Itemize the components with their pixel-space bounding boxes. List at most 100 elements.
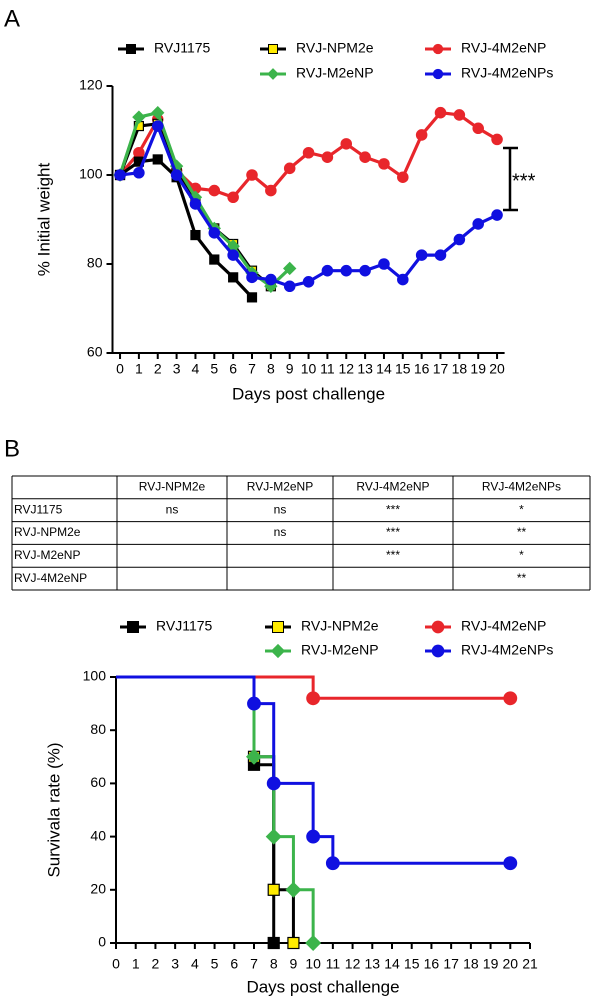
x-tick-label: 5 [210, 361, 218, 377]
table-cell: *** [386, 502, 400, 516]
x-tick-label: 20 [489, 361, 505, 377]
legend-marker [431, 644, 445, 658]
x-tick-label: 15 [395, 361, 411, 377]
table-cell: ns [274, 525, 287, 539]
legend-marker [431, 620, 445, 634]
x-axis-title: Days post challenge [232, 384, 385, 403]
y-tick-label: 40 [90, 827, 106, 843]
series [116, 675, 322, 951]
marker [208, 227, 221, 239]
column-header: RVJ-4M2eNP [356, 480, 429, 494]
marker [265, 828, 282, 845]
y-tick-label: 20 [90, 881, 106, 897]
x-tick-label: 18 [463, 956, 479, 972]
x-tick-label: 14 [384, 956, 400, 972]
row-header: RVJ-4M2eNP [14, 571, 87, 585]
x-tick-label: 16 [414, 361, 430, 377]
x-tick-label: 11 [326, 956, 341, 972]
marker [151, 120, 164, 132]
y-tick-label: 80 [90, 721, 106, 737]
marker [434, 106, 447, 119]
legend-label: RVJ-NPM2e [296, 40, 374, 56]
marker [378, 258, 390, 270]
marker [472, 122, 484, 135]
legend-label: RVJ1175 [154, 40, 211, 56]
row-header: RVJ1175 [14, 502, 63, 516]
x-tick-label: 17 [443, 956, 459, 972]
legend-label: RVJ-M2eNP [301, 642, 379, 658]
marker [246, 292, 258, 303]
series [116, 675, 518, 706]
x-tick-label: 7 [248, 361, 256, 377]
marker [325, 856, 340, 871]
marker [133, 146, 145, 159]
marker [397, 273, 409, 286]
legend-marker [432, 43, 444, 55]
marker [266, 776, 281, 791]
series [116, 675, 518, 871]
table-cell: * [519, 502, 524, 516]
marker [133, 166, 145, 179]
x-tick-label: 3 [173, 361, 181, 377]
table-cell: *** [386, 525, 400, 539]
marker [340, 264, 353, 277]
legend-marker [268, 44, 278, 54]
table-cell: *** [386, 548, 400, 562]
x-tick-label: 12 [338, 361, 354, 377]
x-tick-label: 9 [286, 361, 294, 377]
marker [359, 264, 371, 277]
column-header: RVJ-M2eNP [247, 480, 313, 494]
legend-marker [127, 621, 139, 633]
marker [491, 209, 503, 221]
marker [503, 691, 518, 706]
series-line [116, 675, 295, 943]
series-line [116, 675, 315, 943]
series-line [116, 675, 511, 865]
marker [209, 254, 220, 265]
legend-label: RVJ-4M2eNP [461, 618, 546, 634]
y-tick-label: 120 [79, 77, 103, 93]
table-cell: ** [517, 525, 527, 539]
marker [246, 271, 258, 284]
x-tick-label: 0 [112, 956, 120, 972]
x-tick-label: 1 [135, 361, 143, 377]
x-tick-label: 17 [433, 361, 449, 377]
x-tick-label: 13 [364, 956, 380, 972]
x-tick-label: 13 [357, 361, 373, 377]
marker [302, 276, 315, 288]
x-tick-label: 2 [154, 361, 162, 377]
marker [415, 249, 428, 261]
marker [453, 233, 466, 246]
marker [151, 106, 165, 120]
y-axis-title: % Initial weight [34, 163, 53, 277]
marker [305, 935, 322, 951]
legend-marker [267, 68, 279, 80]
marker [190, 229, 201, 241]
table-cell: ns [274, 502, 287, 516]
x-tick-label: 0 [116, 361, 124, 377]
row-header: RVJ-NPM2e [14, 525, 81, 539]
marker [434, 249, 447, 261]
x-tick-label: 1 [132, 956, 140, 972]
marker [283, 162, 296, 175]
series [114, 120, 503, 293]
x-tick-label: 16 [424, 956, 440, 972]
marker [397, 171, 409, 184]
x-tick-label: 8 [267, 361, 275, 377]
marker [491, 133, 503, 146]
x-tick-label: 7 [250, 956, 258, 972]
marker [114, 169, 126, 181]
series [116, 675, 300, 950]
x-tick-label: 8 [270, 956, 278, 972]
marker [306, 691, 321, 706]
marker [453, 109, 466, 121]
x-tick-label: 19 [470, 361, 486, 377]
legend-label: RVJ-4M2eNPs [461, 65, 553, 81]
x-tick-label: 19 [483, 956, 499, 972]
panel-label: B [4, 435, 20, 462]
x-tick-label: 11 [320, 361, 335, 377]
marker [265, 273, 277, 286]
marker [228, 272, 239, 283]
legend-label: RVJ-4M2eNP [461, 40, 546, 56]
